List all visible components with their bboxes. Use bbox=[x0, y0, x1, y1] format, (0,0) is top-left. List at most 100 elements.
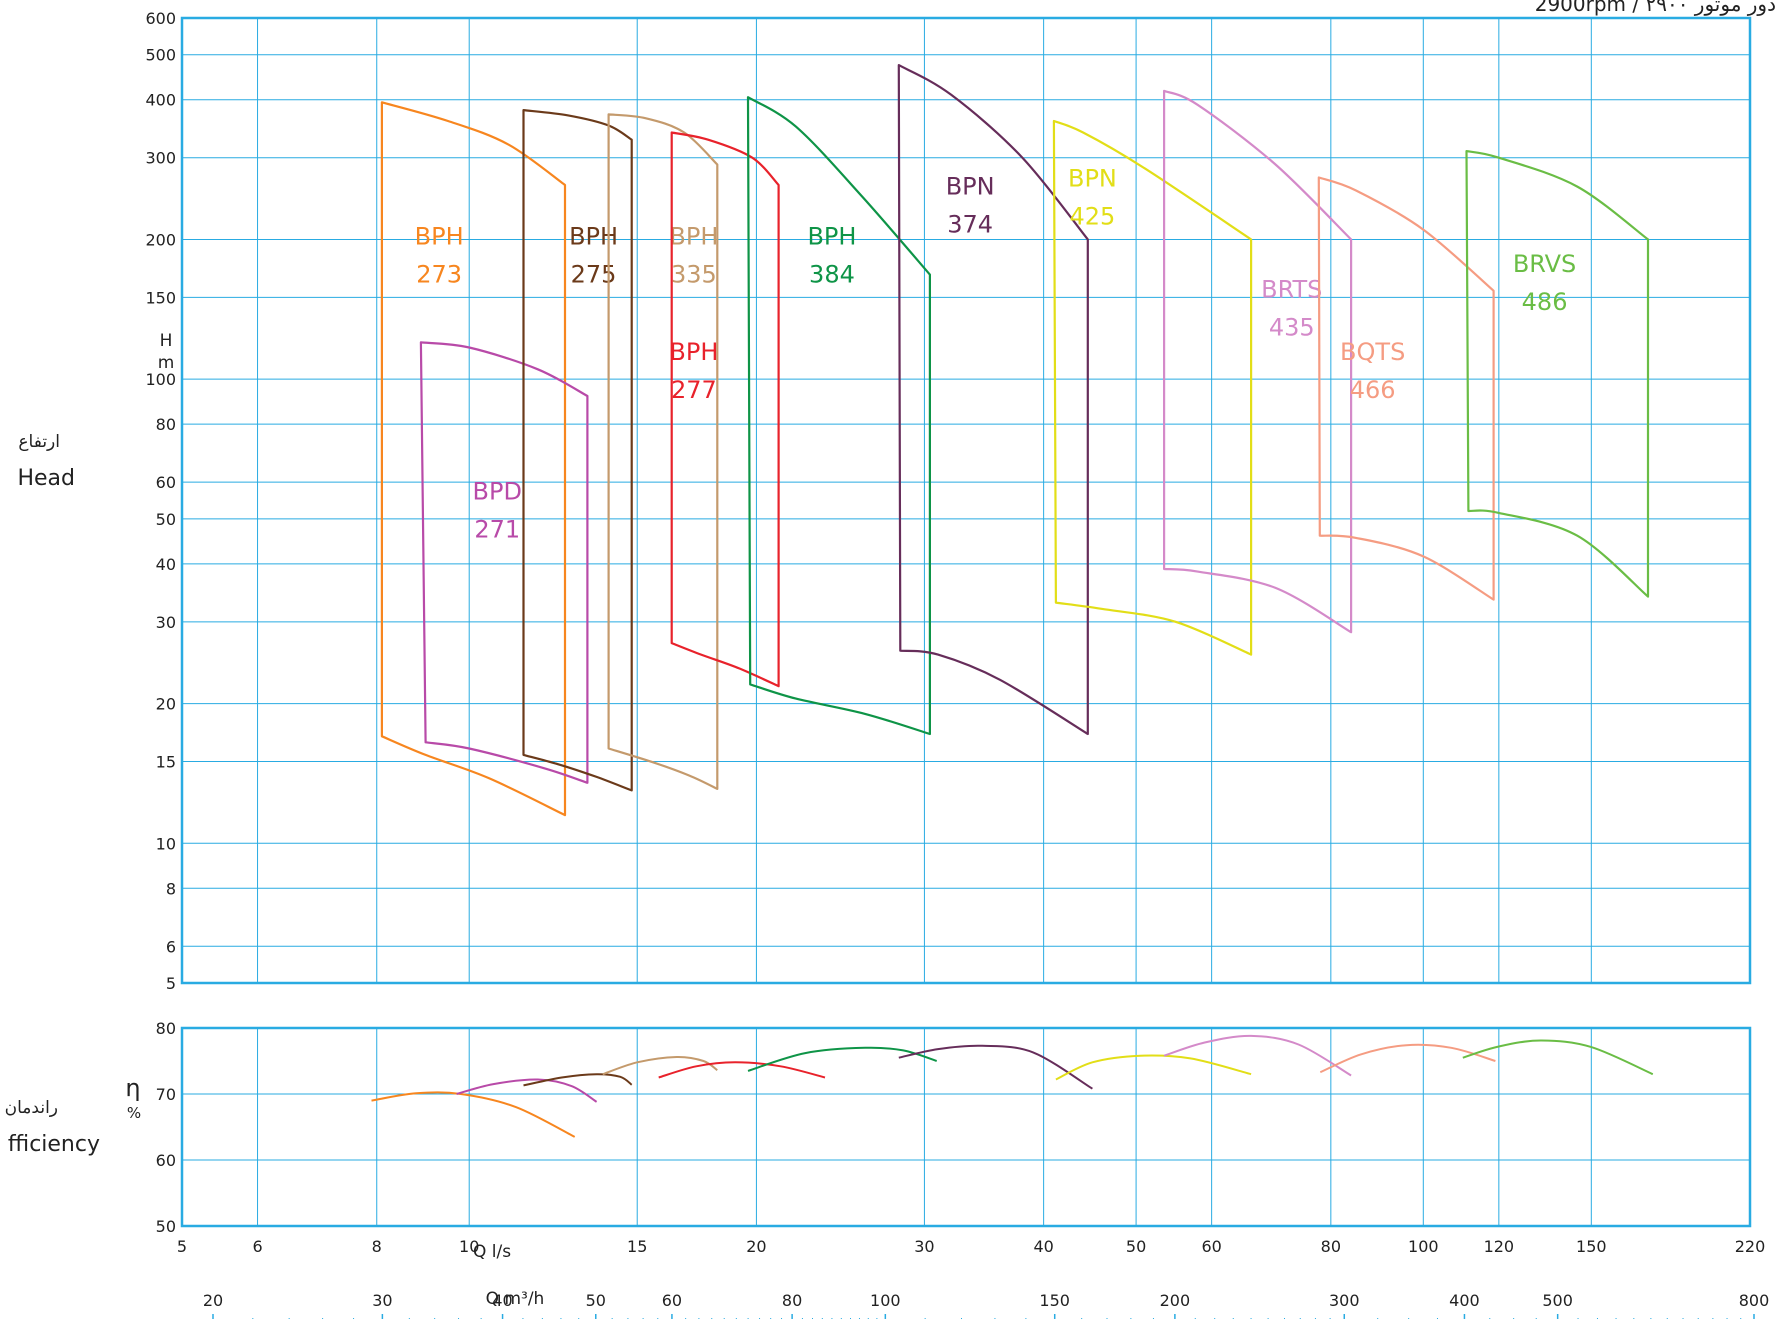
ls-tick-150: 150 bbox=[1576, 1237, 1607, 1256]
m3h-tick-30: 30 bbox=[372, 1291, 392, 1310]
ls-tick-10: 10 bbox=[459, 1237, 479, 1256]
head-envelope-bph-277 bbox=[670, 131, 780, 688]
efficiency-label-persian: راندمان bbox=[4, 1098, 58, 1118]
eff-unit: % bbox=[127, 1104, 141, 1122]
curve-label-bph-275-0: BPH bbox=[569, 223, 618, 251]
ls-tick-15: 15 bbox=[627, 1237, 647, 1256]
ls-tick-30: 30 bbox=[914, 1237, 934, 1256]
head-tick-600: 600 bbox=[145, 9, 176, 28]
m3h-scale: 20 30 40 50 60 80 100 150 200 300 400 500 800 bbox=[203, 1291, 1769, 1319]
head-envelope-bpn-425 bbox=[1052, 119, 1253, 656]
head-tick-400: 400 bbox=[145, 91, 176, 110]
m3h-tick-400: 400 bbox=[1449, 1291, 1480, 1310]
eff-curve-bph-384 bbox=[747, 1046, 938, 1072]
ls-tick-220: 220 bbox=[1735, 1237, 1766, 1256]
head-tick-150: 150 bbox=[145, 288, 176, 307]
curve-label-bph-335-1: 335 bbox=[671, 261, 717, 289]
curve-label-bpd-271-1: 271 bbox=[474, 516, 520, 544]
ls-tick-100: 100 bbox=[1408, 1237, 1439, 1256]
eff-plot-frame bbox=[180, 1026, 1752, 1228]
head-tick-40: 40 bbox=[156, 555, 176, 574]
curve-label-bqts-466-0: BQTS bbox=[1340, 338, 1405, 366]
head-envelope-bph-335 bbox=[607, 113, 719, 790]
m3h-tick-60: 60 bbox=[662, 1291, 682, 1310]
eff-curve-bph-277 bbox=[658, 1061, 826, 1079]
curve-label-bpn-374-1: 374 bbox=[947, 210, 993, 238]
eff-curve-bph-275 bbox=[523, 1073, 633, 1087]
head-label-persian: ارتفاع bbox=[18, 432, 60, 452]
curve-label-bph-384-1: 384 bbox=[809, 261, 855, 289]
m3h-tick-800: 800 bbox=[1739, 1291, 1770, 1310]
head-unit-h: H bbox=[160, 331, 173, 351]
head-label-english: Head bbox=[17, 466, 75, 491]
eff-tick-50: 50 bbox=[156, 1217, 176, 1236]
eff-curve-bpn-425 bbox=[1055, 1054, 1252, 1081]
head-curves: BPH273BPD271BPH275BPH335BPH277BPH384BPN3… bbox=[380, 63, 1650, 817]
efficiency-curves bbox=[371, 1034, 1654, 1138]
efficiency-grid: 5 6 8 10 15 20 30 40 50 60 80 100 120 150 220 50 60 70 80 bbox=[156, 1019, 1766, 1256]
eff-symbol: η bbox=[125, 1074, 140, 1102]
q-m3h-label: Q m³/h bbox=[486, 1289, 545, 1309]
head-envelope-bph-273 bbox=[380, 101, 567, 817]
head-envelope-brvs-486 bbox=[1465, 150, 1650, 598]
head-tick-5: 5 bbox=[166, 974, 176, 993]
chart-texts: Hm η% Q l/s Q m³/h bbox=[125, 331, 544, 1309]
curve-label-brts-435-1: 435 bbox=[1269, 313, 1315, 341]
head-tick-6: 6 bbox=[166, 937, 176, 956]
curve-label-bph-273-1: 273 bbox=[416, 261, 462, 289]
ls-tick-60: 60 bbox=[1201, 1237, 1221, 1256]
eff-curve-brts-435 bbox=[1163, 1034, 1352, 1077]
ls-tick-120: 120 bbox=[1484, 1237, 1515, 1256]
head-unit-m: m bbox=[158, 353, 175, 373]
eff-curve-bph-273 bbox=[371, 1091, 576, 1138]
eff-curve-bqts-466 bbox=[1319, 1043, 1496, 1074]
eff-tick-80: 80 bbox=[156, 1019, 176, 1038]
head-tick-20: 20 bbox=[156, 695, 176, 714]
head-tick-80: 80 bbox=[156, 415, 176, 434]
head-grid: 5 6 8 10 15 20 30 40 50 60 80 100 150 200 300 400 500 600 bbox=[145, 9, 1752, 993]
curve-label-bph-277-1: 277 bbox=[671, 376, 717, 404]
eff-curve-brvs-486 bbox=[1462, 1039, 1654, 1076]
m3h-tick-50: 50 bbox=[586, 1291, 606, 1310]
head-envelope-brts-435 bbox=[1163, 89, 1353, 634]
head-tick-50: 50 bbox=[156, 510, 176, 529]
curve-label-bpn-425-1: 425 bbox=[1070, 203, 1116, 231]
m3h-tick-20: 20 bbox=[203, 1291, 223, 1310]
curve-label-bph-273-0: BPH bbox=[415, 223, 464, 251]
curve-label-bph-384-0: BPH bbox=[807, 223, 856, 251]
head-tick-10: 10 bbox=[156, 834, 176, 853]
m3h-tick-40: 40 bbox=[492, 1291, 512, 1310]
ls-tick-40: 40 bbox=[1033, 1237, 1053, 1256]
head-tick-200: 200 bbox=[145, 230, 176, 249]
m3h-tick-150: 150 bbox=[1039, 1291, 1070, 1310]
curve-label-bqts-466-1: 466 bbox=[1350, 376, 1396, 404]
efficiency-label-english: fficiency bbox=[7, 1132, 100, 1157]
head-tick-8: 8 bbox=[166, 879, 176, 898]
motor-speed-label: دور موتور ۲۹۰۰ / 2900rpm bbox=[1534, 0, 1776, 16]
head-envelope-bph-384 bbox=[746, 96, 931, 736]
ls-tick-5: 5 bbox=[177, 1237, 187, 1256]
head-envelope-bpn-374 bbox=[897, 63, 1089, 736]
ls-tick-6: 6 bbox=[252, 1237, 262, 1256]
head-envelope-bpd-271 bbox=[419, 341, 589, 784]
ls-tick-50: 50 bbox=[1126, 1237, 1146, 1256]
ls-tick-8: 8 bbox=[372, 1237, 382, 1256]
curve-label-brvs-486-1: 486 bbox=[1522, 288, 1568, 316]
head-plot-frame bbox=[180, 16, 1752, 985]
m3h-tick-80: 80 bbox=[782, 1291, 802, 1310]
head-tick-30: 30 bbox=[156, 613, 176, 632]
eff-tick-70: 70 bbox=[156, 1085, 176, 1104]
q-ls-label: Q l/s bbox=[473, 1242, 511, 1262]
curve-label-bpn-374-0: BPN bbox=[946, 172, 995, 200]
curve-label-bph-335-0: BPH bbox=[669, 223, 718, 251]
curve-label-brvs-486-0: BRVS bbox=[1513, 250, 1576, 278]
eff-tick-60: 60 bbox=[156, 1151, 176, 1170]
head-envelope-bph-275 bbox=[522, 109, 633, 792]
head-envelope-bqts-466 bbox=[1317, 176, 1495, 601]
head-tick-300: 300 bbox=[145, 149, 176, 168]
curve-label-bpn-425-0: BPN bbox=[1068, 165, 1117, 193]
m3h-tick-500: 500 bbox=[1542, 1291, 1573, 1310]
curve-label-brts-435-0: BRTS bbox=[1261, 275, 1322, 303]
eff-curve-bpd-271 bbox=[456, 1078, 598, 1103]
